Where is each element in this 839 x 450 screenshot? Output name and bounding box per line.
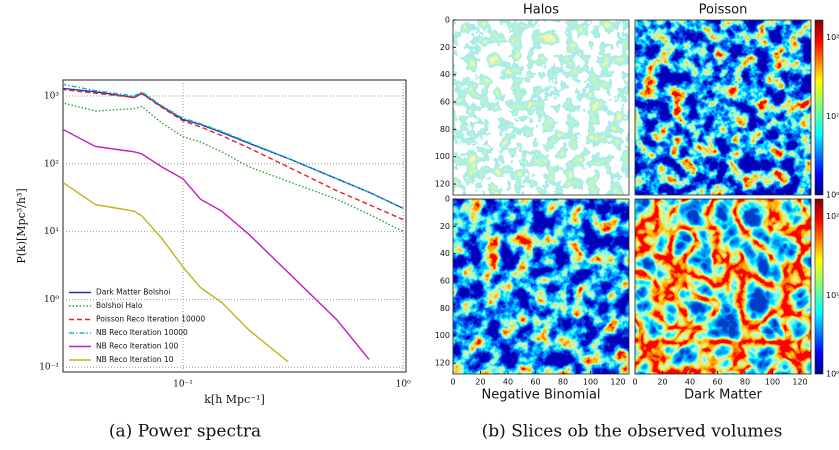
y-tick-label: 20 bbox=[440, 222, 450, 231]
colorbar-label: 10⁰ bbox=[826, 191, 839, 200]
y-tick-label: 20 bbox=[440, 43, 450, 52]
colorbar bbox=[814, 19, 824, 196]
colorbar-label: 10¹ bbox=[826, 291, 839, 300]
y-tick-label: 100 bbox=[435, 152, 450, 161]
x-tick-label: 0 bbox=[632, 378, 637, 387]
legend-label: NB Reco Iteration 10000 bbox=[96, 328, 188, 337]
y-tick-label: 0 bbox=[445, 16, 450, 25]
x-tick-label: 0 bbox=[450, 378, 455, 387]
series-line bbox=[63, 128, 370, 360]
y-tick-label: 10³ bbox=[44, 91, 59, 101]
x-tick-label: 100 bbox=[583, 378, 598, 387]
x-tick-label: 10⁻¹ bbox=[173, 380, 193, 390]
slice-image bbox=[635, 20, 811, 195]
y-tick-label: 120 bbox=[435, 180, 450, 189]
colorbar-label: 10² bbox=[826, 212, 839, 221]
y-tick-label: 80 bbox=[440, 304, 450, 313]
y-tick-label: 10⁰ bbox=[44, 295, 59, 305]
y-tick-label: 60 bbox=[440, 98, 450, 107]
x-tick-label: 60 bbox=[712, 378, 722, 387]
y-tick-label: 10⁻¹ bbox=[39, 363, 59, 373]
colorbar bbox=[814, 198, 824, 375]
x-tick-label: 80 bbox=[558, 378, 568, 387]
series-line bbox=[63, 83, 404, 210]
x-tick-label: 120 bbox=[792, 378, 807, 387]
slice-title: Poisson bbox=[699, 3, 748, 18]
y-tick-label: 0 bbox=[445, 195, 450, 204]
slice-image bbox=[453, 20, 629, 195]
legend-label: Bolshoi Halo bbox=[96, 301, 143, 310]
caption: (a) Power spectra bbox=[109, 422, 261, 442]
plot-area bbox=[62, 79, 407, 373]
y-tick-label: 10² bbox=[44, 159, 59, 169]
legend-label: Dark Matter Bolshoi bbox=[96, 288, 170, 297]
series-line bbox=[63, 181, 289, 363]
y-tick-label: 10¹ bbox=[44, 227, 59, 237]
x-tick-label: 60 bbox=[530, 378, 540, 387]
slice-frame bbox=[634, 19, 812, 196]
y-tick-label: 100 bbox=[435, 331, 450, 340]
x-tick-label: 20 bbox=[475, 378, 485, 387]
series-line bbox=[63, 102, 404, 233]
slice-frame bbox=[452, 19, 630, 196]
slice-image bbox=[635, 199, 811, 374]
x-tick-label: 20 bbox=[657, 378, 667, 387]
slice-label: Negative Binomial bbox=[481, 388, 600, 403]
legend-label: NB Reco Iteration 10 bbox=[96, 355, 174, 364]
slice-frame bbox=[452, 198, 630, 375]
x-tick-label: 100 bbox=[765, 378, 780, 387]
y-tick-label: 40 bbox=[440, 70, 450, 79]
legend-label: NB Reco Iteration 100 bbox=[96, 342, 178, 351]
y-tick-label: 120 bbox=[435, 359, 450, 368]
slice-label: Dark Matter bbox=[684, 388, 762, 403]
caption: (b) Slices ob the observed volumes bbox=[482, 422, 783, 442]
y-axis-label: P(k)[Mpc³/h³] bbox=[15, 188, 28, 263]
colorbar-label: 10¹ bbox=[826, 112, 839, 121]
legend-label: Poisson Reco Iteration 10000 bbox=[96, 315, 205, 324]
x-tick-label: 40 bbox=[685, 378, 695, 387]
y-tick-label: 40 bbox=[440, 249, 450, 258]
y-tick-label: 80 bbox=[440, 125, 450, 134]
slice-image bbox=[453, 199, 629, 374]
x-tick-label: 80 bbox=[740, 378, 750, 387]
y-tick-label: 60 bbox=[440, 277, 450, 286]
x-tick-label: 10⁰ bbox=[396, 380, 411, 390]
slice-frame bbox=[634, 198, 812, 375]
x-tick-label: 120 bbox=[610, 378, 625, 387]
x-axis-label: k[h Mpc⁻¹] bbox=[204, 393, 265, 406]
series-line bbox=[63, 88, 404, 221]
slice-title: Halos bbox=[523, 3, 559, 18]
colorbar-label: 10² bbox=[826, 33, 839, 42]
x-tick-label: 40 bbox=[503, 378, 513, 387]
colorbar-label: 10⁰ bbox=[826, 370, 839, 379]
